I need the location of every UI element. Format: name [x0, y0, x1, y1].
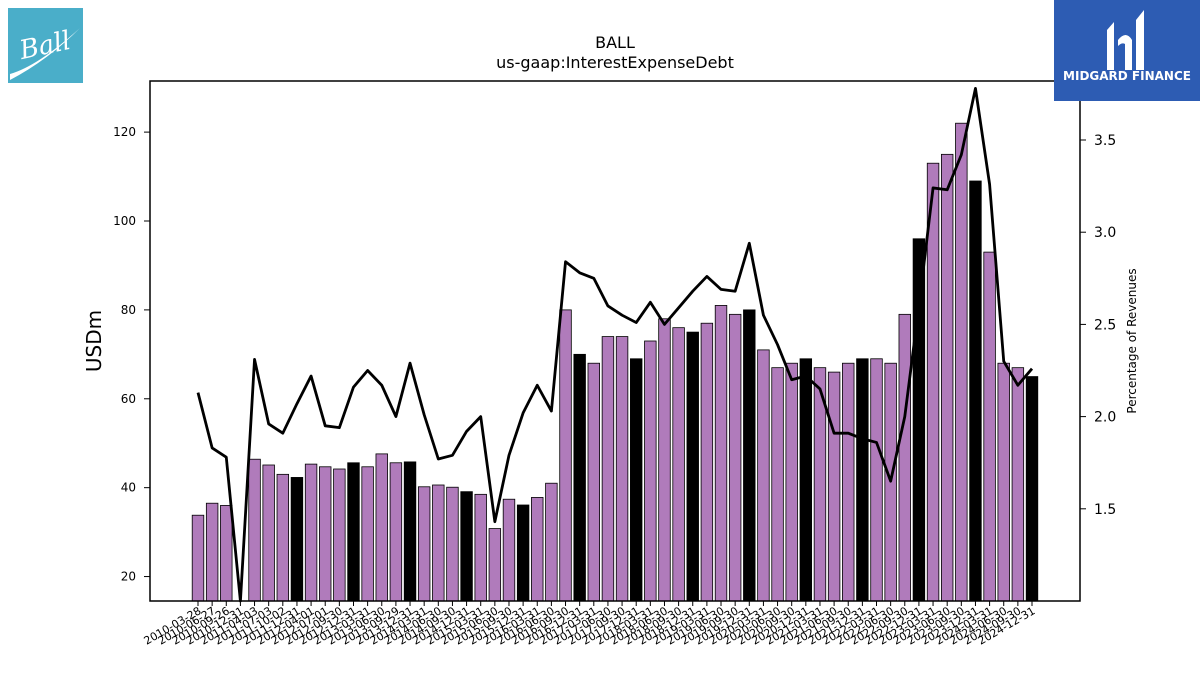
chart-subtitle: us-gaap:InterestExpenseDebt	[496, 53, 734, 72]
bar-2014-03-31	[417, 486, 431, 602]
bar-2017-12-31	[630, 358, 643, 602]
y-axis-label: USDm	[82, 310, 106, 372]
bar-2012-09-30	[333, 468, 346, 602]
bar-2016-12-31	[573, 353, 586, 602]
bar-2018-03-31	[644, 340, 657, 602]
ratio-line-series	[196, 86, 1034, 603]
bar-2015-03-31	[474, 493, 487, 602]
bar-2019-12-31	[743, 309, 756, 602]
bar-2013-09-29	[389, 462, 403, 602]
y-tick-label: 60	[121, 392, 136, 406]
bar-2024-06-30	[997, 362, 1010, 602]
ratio-line	[196, 86, 1034, 603]
bar-2016-06-30	[545, 482, 558, 602]
right-y-axis: 1.5 2.0 2.5 3.0 3.5	[1080, 133, 1116, 518]
y-tick-label: 20	[121, 570, 136, 584]
bar-2012-12-31	[347, 462, 360, 602]
y2-tick-label: 2.0	[1094, 410, 1116, 426]
bar-2016-09-30	[559, 309, 572, 602]
bar-2017-06-30	[601, 336, 615, 602]
bar-2013-12-31	[403, 461, 417, 602]
y-tick-label: 120	[113, 125, 136, 139]
y2-tick-label: 2.5	[1094, 317, 1116, 333]
y-tick-label: 100	[113, 214, 136, 228]
bar-2020-06-30	[771, 367, 784, 602]
midgard-finance-logo: MIDGARD FINANCE	[1054, 0, 1200, 101]
bar-2021-12-31	[856, 358, 869, 602]
bar-2021-09-30	[842, 362, 855, 602]
bar-2011-10-02	[276, 473, 290, 602]
y2-tick-label: 1.5	[1094, 502, 1116, 518]
bar-2015-09-30	[502, 498, 516, 602]
x-axis: 2010-03-282010-06-272010-09-262010-12-31…	[142, 601, 1038, 648]
y-tick-label: 40	[121, 481, 136, 495]
bar-2022-03-31	[870, 358, 883, 602]
bar-2024-03-31	[983, 251, 996, 602]
bar-2016-03-31	[531, 497, 544, 602]
bar-2014-12-31	[460, 491, 473, 602]
bar-2011-07-03	[262, 464, 275, 602]
bar-2013-03-31	[361, 466, 374, 602]
bar-2024-09-30	[1011, 367, 1025, 602]
chart-title: BALL	[595, 33, 635, 52]
bar-2019-03-31	[700, 322, 714, 602]
y-tick-label: 80	[121, 303, 136, 317]
bar-2022-12-31	[912, 238, 926, 602]
bar-2023-09-30	[955, 122, 968, 602]
bar-2017-03-31	[587, 362, 600, 602]
bar-2010-06-27	[205, 502, 219, 602]
ball-logo-swoosh	[10, 28, 80, 80]
y2-axis-label: Percentage of Revenues	[1125, 268, 1139, 413]
ball-logo: Ball	[8, 8, 83, 83]
bar-2014-06-30	[432, 484, 445, 602]
bar-2024-12-31	[1025, 376, 1039, 602]
bar-2018-12-31	[686, 331, 699, 602]
midgard-logo-mark	[1107, 10, 1144, 70]
bar-2015-12-31	[516, 504, 530, 602]
midgard-logo-text: MIDGARD FINANCE	[1063, 69, 1191, 83]
bar-2010-09-26	[220, 505, 233, 602]
bar-2010-03-28	[191, 514, 205, 602]
bar-2023-06-30	[940, 153, 954, 602]
bar-2015-06-30	[488, 528, 502, 602]
bar-2011-12-31	[290, 477, 304, 602]
bar-2020-09-30	[785, 362, 798, 602]
bar-2012-07-01	[319, 466, 332, 602]
y2-tick-label: 3.0	[1094, 225, 1116, 241]
bar-2018-06-30	[658, 318, 671, 602]
bar-2023-12-31	[969, 180, 982, 602]
bar-2019-06-30	[714, 305, 728, 602]
bar-2019-09-30	[728, 313, 742, 602]
bar-2012-04-01	[304, 463, 318, 602]
plot-frame	[149, 80, 1081, 602]
bar-2018-09-30	[672, 327, 685, 602]
bar-2011-04-03	[248, 458, 261, 602]
bar-2020-12-31	[799, 358, 813, 602]
y2-tick-label: 3.5	[1094, 133, 1116, 149]
bar-series	[191, 122, 1039, 602]
bar-2014-09-30	[446, 486, 459, 602]
bar-2022-09-30	[898, 313, 911, 602]
bar-2013-06-30	[375, 453, 388, 602]
bar-2017-09-30	[615, 336, 629, 602]
left-y-axis: 20 40 60 80 100 120	[113, 125, 150, 584]
bar-2021-06-30	[827, 371, 841, 602]
bar-2020-03-31	[757, 349, 770, 602]
